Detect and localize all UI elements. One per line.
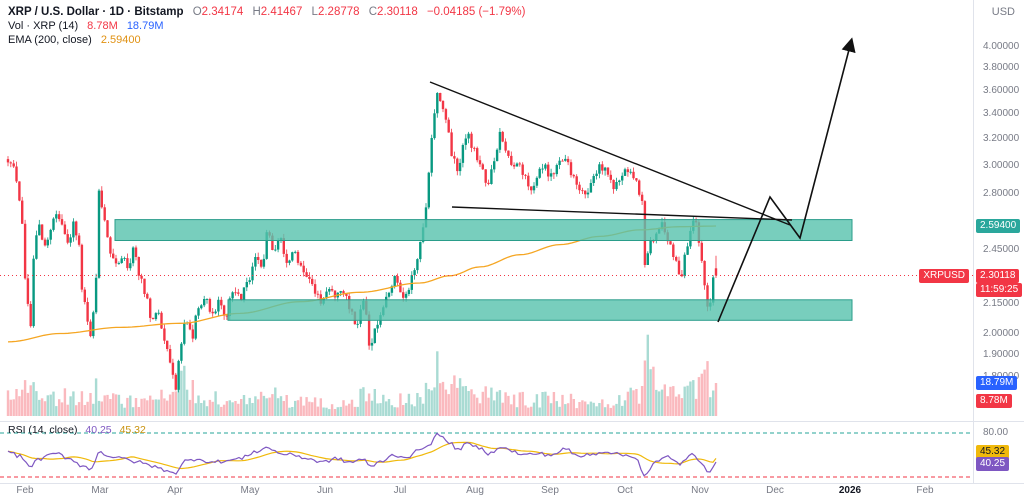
ema-value: 2.59400 — [100, 34, 141, 46]
time-axis-label: Aug — [466, 485, 484, 496]
high-value: 2.41467 — [260, 6, 303, 18]
ema-indicator-title[interactable]: EMA (200, close) — [8, 34, 92, 46]
last-price-badge: 2.30118 — [976, 268, 1020, 283]
rsi-value-badge: 40.25 — [976, 457, 1010, 472]
close-value: 2.30118 — [377, 6, 418, 18]
rsi-ma-badge: 45.32 — [976, 445, 1010, 460]
volume-ma-value: 18.79M — [126, 20, 164, 32]
open-value: 2.34174 — [201, 6, 244, 18]
low-value: 2.28778 — [317, 6, 360, 18]
time-axis-label: Feb — [916, 485, 934, 496]
chart-legend: XRP / U.S. Dollar · 1D · Bitstamp O2.341… — [8, 5, 525, 47]
candles — [6, 92, 718, 393]
time-axis-label: May — [240, 485, 260, 496]
time-axis-label: Sep — [541, 485, 559, 496]
symbol-price-label: XRPUSD — [919, 268, 969, 283]
price-axis-label: 3.20000 — [983, 133, 1020, 145]
price-axis-label: 3.60000 — [983, 84, 1020, 96]
price-axis-label: 2.15000 — [983, 297, 1020, 309]
low-label: L — [311, 6, 318, 18]
price-axis-label: 1.90000 — [983, 348, 1020, 360]
bar-countdown-badge: 11:59:25 — [976, 282, 1023, 297]
time-axis-label: Mar — [91, 485, 109, 496]
main-pane — [0, 37, 973, 416]
rsi-indicator-title[interactable]: RSI (14, close) — [8, 424, 78, 436]
time-axis-label: Apr — [167, 485, 183, 496]
price-axis-label: 3.00000 — [983, 159, 1020, 171]
rsi-pane — [0, 432, 973, 478]
time-axis[interactable]: Feb Mar Apr May Jun Jul Aug Sep Oct Nov Dec 2026 Feb — [0, 485, 973, 498]
volume-bars — [6, 334, 718, 416]
change-value: −0.04185 (−1.79%) — [426, 6, 526, 18]
ema-line — [7, 225, 717, 343]
rsi-value: 40.25 — [85, 424, 112, 436]
rsi-legend: RSI (14, close) 40.25 45.32 — [8, 424, 151, 436]
currency-label[interactable]: USD — [991, 6, 1015, 18]
time-axis-label: Feb — [16, 485, 34, 496]
time-axis-label: Oct — [617, 485, 633, 496]
time-axis-label: Jul — [393, 485, 407, 496]
price-axis-label: 2.00000 — [983, 327, 1020, 339]
trendline[interactable] — [451, 206, 793, 221]
price-axis-label: 3.80000 — [983, 62, 1020, 74]
volume-current-value: 8.78M — [87, 20, 118, 32]
price-axis-label: 2.80000 — [983, 188, 1020, 200]
symbol-title[interactable]: XRP / U.S. Dollar · 1D · Bitstamp — [8, 6, 184, 18]
ema-price-badge: 2.59400 — [976, 219, 1021, 234]
rsi-ma-line — [7, 441, 717, 470]
price-axis-label: 4.00000 — [983, 41, 1020, 53]
volume-indicator-title[interactable]: Vol · XRP (14) — [8, 20, 79, 32]
price-axis-label: 3.40000 — [983, 108, 1020, 120]
volume-current-badge: 8.78M — [976, 393, 1012, 408]
rsi-line — [7, 432, 717, 477]
volume-legend-row: Vol · XRP (14) 8.78M 18.79M — [8, 19, 525, 33]
supply-zone[interactable] — [114, 219, 853, 242]
symbol-legend-row: XRP / U.S. Dollar · 1D · Bitstamp O2.341… — [8, 5, 525, 19]
ema-legend-row: EMA (200, close) 2.59400 — [8, 33, 525, 47]
rsi-band-axis-label: 80.00 — [983, 427, 1009, 438]
open-label: O — [192, 6, 202, 18]
volume-ma-badge: 18.79M — [976, 376, 1018, 391]
projection-arrow[interactable] — [717, 37, 856, 323]
time-axis-label: Dec — [766, 485, 784, 496]
high-label: H — [252, 6, 261, 18]
price-axis-label: 2.45000 — [983, 243, 1020, 255]
time-axis-label: Nov — [691, 485, 709, 496]
trendline[interactable] — [429, 81, 791, 226]
demand-zone[interactable] — [227, 299, 853, 321]
price-axis[interactable]: 4.00000 3.80000 3.60000 3.40000 3.20000 3.000… — [973, 0, 1024, 483]
rsi-ma-value: 45.32 — [119, 424, 146, 436]
time-axis-label: Jun — [316, 485, 334, 496]
close-label: C — [368, 6, 378, 18]
time-axis-label: 2026 — [838, 485, 862, 496]
